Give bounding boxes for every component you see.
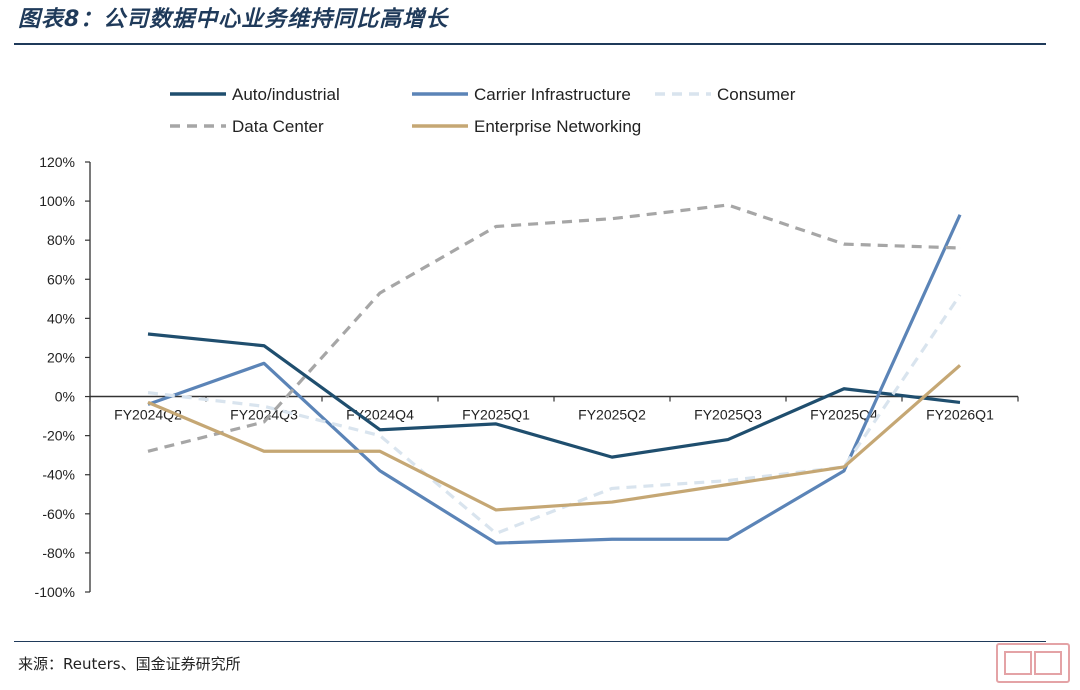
- chart-legend: Auto/industrial Carrier Infrastructure Con…: [170, 85, 796, 136]
- y-tick-label: 60%: [47, 271, 75, 287]
- y-tick-label: 40%: [47, 310, 75, 326]
- watermark-stamp: [996, 643, 1070, 683]
- series-line-data-center: [147, 203, 961, 453]
- series-line-consumer: [147, 294, 962, 535]
- y-tick-label: 0%: [55, 389, 75, 405]
- series-line-enterprise-networking: [147, 364, 962, 512]
- x-tick-label: FY2025Q3: [694, 407, 762, 423]
- x-tick-label: FY2026Q1: [926, 407, 994, 423]
- y-tick-label: 100%: [39, 193, 75, 209]
- x-tick-label: FY2025Q2: [578, 407, 646, 423]
- y-tick-label: -80%: [42, 545, 75, 561]
- series-line-carrier-infrastructure: [147, 214, 962, 545]
- series-line-auto-industrial: [147, 332, 961, 459]
- plot-area: [147, 203, 962, 545]
- legend-label-carrier-infrastructure: Carrier Infrastructure: [474, 85, 631, 104]
- x-tick-label: FY2025Q1: [462, 407, 530, 423]
- footer-divider: [14, 641, 1046, 642]
- legend-label-auto-industrial: Auto/industrial: [232, 85, 340, 104]
- x-axis: FY2024Q2 FY2024Q3 FY2024Q4 FY2025Q1 FY2025Q2…: [89, 395, 1019, 423]
- y-tick-label: 80%: [47, 232, 75, 248]
- legend-label-consumer: Consumer: [717, 85, 796, 104]
- title-divider: [14, 43, 1046, 45]
- x-tick-label: FY2025Q4: [810, 407, 878, 423]
- figure-title: 图表8：公司数据中心业务维持同比高增长: [18, 7, 449, 32]
- x-tick-label: FY2024Q2: [114, 407, 182, 423]
- y-axis: 120% 100% 80% 60% 40% 20% 0% -20% -40% -60% -80% -1…: [35, 154, 91, 600]
- y-tick-label: 120%: [39, 154, 75, 170]
- y-tick-label: -60%: [42, 506, 75, 522]
- x-tick-label: FY2024Q3: [230, 407, 298, 423]
- y-tick-label: 20%: [47, 349, 75, 365]
- line-chart: Auto/industrial Carrier Infrastructure Con…: [35, 85, 1019, 600]
- y-tick-label: -20%: [42, 428, 75, 444]
- source-note: 来源：Reuters、国金证券研究所: [18, 655, 241, 673]
- y-tick-label: -100%: [35, 584, 75, 600]
- legend-label-data-center: Data Center: [232, 117, 324, 136]
- y-tick-label: -40%: [42, 467, 75, 483]
- legend-label-enterprise-networking: Enterprise Networking: [474, 117, 641, 136]
